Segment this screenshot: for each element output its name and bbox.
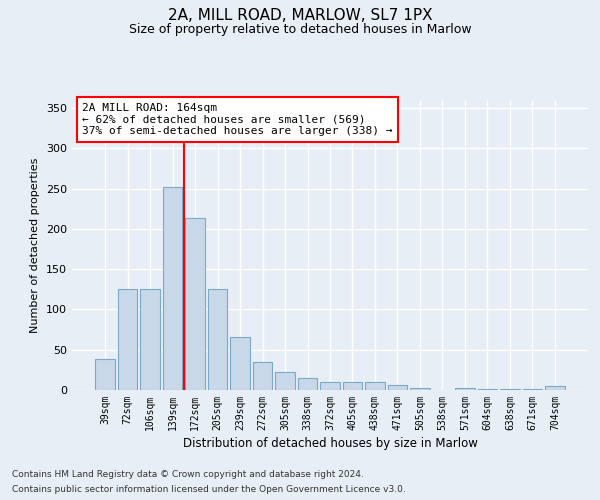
Bar: [545, 386, 565, 390]
Text: 2A MILL ROAD: 164sqm
← 62% of detached houses are smaller (569)
37% of semi-deta: 2A MILL ROAD: 164sqm ← 62% of detached h…: [82, 103, 393, 136]
Text: 2A, MILL ROAD, MARLOW, SL7 1PX: 2A, MILL ROAD, MARLOW, SL7 1PX: [167, 8, 433, 22]
Bar: [275, 372, 295, 390]
Bar: [208, 290, 227, 390]
Text: Distribution of detached houses by size in Marlow: Distribution of detached houses by size …: [182, 438, 478, 450]
Bar: [140, 290, 160, 390]
Bar: [343, 382, 362, 390]
Bar: [185, 218, 205, 390]
Bar: [230, 337, 250, 390]
Bar: [523, 389, 542, 390]
Bar: [320, 382, 340, 390]
Text: Contains public sector information licensed under the Open Government Licence v3: Contains public sector information licen…: [12, 485, 406, 494]
Text: Contains HM Land Registry data © Crown copyright and database right 2024.: Contains HM Land Registry data © Crown c…: [12, 470, 364, 479]
Bar: [163, 187, 182, 390]
Bar: [298, 378, 317, 390]
Bar: [500, 389, 520, 390]
Bar: [410, 388, 430, 390]
Bar: [253, 362, 272, 390]
Bar: [118, 290, 137, 390]
Text: Size of property relative to detached houses in Marlow: Size of property relative to detached ho…: [128, 22, 472, 36]
Bar: [478, 389, 497, 390]
Bar: [95, 360, 115, 390]
Bar: [455, 388, 475, 390]
Y-axis label: Number of detached properties: Number of detached properties: [31, 158, 40, 332]
Bar: [388, 385, 407, 390]
Bar: [365, 382, 385, 390]
